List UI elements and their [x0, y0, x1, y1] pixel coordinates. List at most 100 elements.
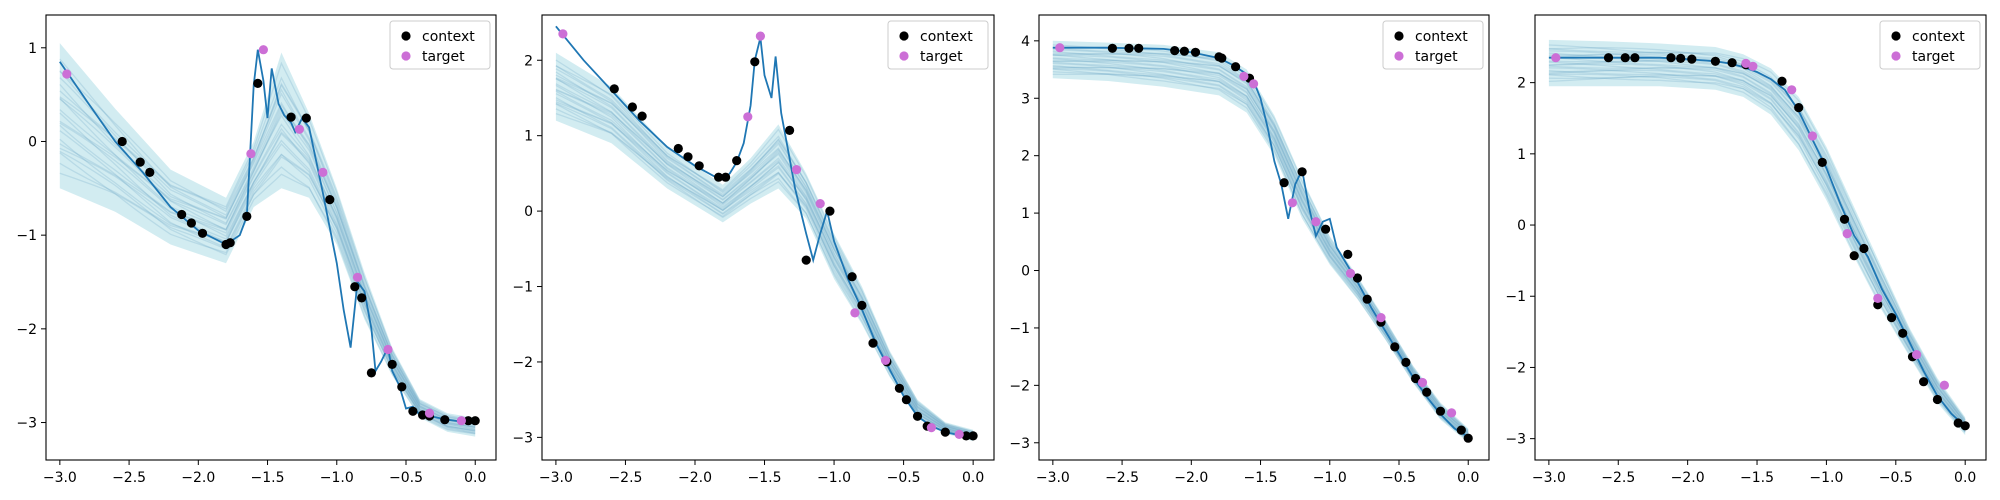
chart-panel-2: −3.0 −2.5 −2.0 −1.5 −1.0 −0.5 0.0 −3 −2 −1 0 1 2 cont…: [512, 14, 995, 486]
sample-curve: [59, 71, 476, 422]
sample-curve: [555, 83, 974, 436]
context-point: [1217, 53, 1227, 63]
context-point: [1170, 46, 1180, 56]
context-point: [366, 368, 376, 378]
context-point: [673, 143, 683, 154]
target-point: [246, 149, 256, 159]
context-point: [1411, 373, 1421, 384]
target-point: [294, 124, 304, 134]
context-point: [1919, 377, 1929, 387]
y-tick-label: −3: [1009, 436, 1030, 452]
sample-curve: [555, 65, 974, 434]
legend-context-label: context: [920, 29, 973, 45]
legend-target-label: target: [1415, 49, 1458, 65]
context-point: [145, 167, 155, 177]
context-point: [1727, 58, 1737, 68]
sample-curve: [1548, 52, 1966, 424]
target-point: [1873, 293, 1883, 303]
sample-curve: [59, 92, 476, 428]
legend-target-marker: [1891, 51, 1901, 61]
context-point: [225, 238, 235, 248]
sample-curve: [555, 108, 974, 440]
context-point: [1179, 46, 1189, 56]
sample-curve: [1548, 53, 1966, 424]
context-point: [1953, 418, 1963, 428]
sample-curve: [1548, 67, 1966, 430]
y-tick-label: 0: [524, 204, 533, 220]
legend-context-marker: [899, 31, 909, 41]
context-point: [1873, 300, 1883, 310]
x-tick-label: 0.0: [1457, 470, 1479, 486]
context-point: [1435, 406, 1446, 416]
context-point: [1817, 157, 1827, 167]
target-point: [1748, 61, 1758, 71]
y-tick-label: −3: [1505, 432, 1526, 448]
sample-curve: [1548, 59, 1966, 426]
y-tick-label: 2: [524, 53, 533, 69]
legend-box: [1382, 20, 1484, 70]
sample-band: [59, 43, 476, 437]
x-tick-label: −3.0: [43, 470, 77, 486]
legend: context target: [1382, 20, 1484, 70]
target-point: [1912, 350, 1922, 360]
y-tick-label: −3: [16, 416, 37, 432]
context-point: [940, 427, 950, 437]
sample-curve: [1548, 63, 1966, 427]
plot-area: [1052, 40, 1473, 443]
legend-target-marker: [1394, 51, 1404, 61]
target-point: [880, 355, 891, 365]
x-tick-label: 0.0: [962, 470, 984, 486]
sample-curve: [1548, 56, 1966, 425]
sample-band: [1548, 39, 1966, 436]
context-point: [135, 157, 145, 167]
sample-curve: [1548, 67, 1966, 429]
sample-curve: [59, 61, 476, 423]
target-point: [1345, 268, 1356, 278]
legend: context target: [1879, 20, 1981, 70]
x-tick-label: −3.0: [539, 470, 573, 486]
context-point: [868, 338, 878, 348]
sample-curve: [1052, 73, 1469, 442]
legend: context target: [887, 20, 989, 70]
y-tick-label: 2: [1517, 76, 1526, 92]
y-tick-label: −1: [512, 280, 533, 296]
target-point: [258, 45, 268, 55]
x-tick-label: −1.0: [320, 470, 354, 486]
truth-line: [1548, 56, 1966, 428]
x-tick-label: 0.0: [464, 470, 486, 486]
target-point: [1311, 217, 1321, 227]
context-point: [1777, 76, 1787, 86]
x-tick-label: −2.5: [112, 470, 146, 486]
sample-curve: [59, 97, 476, 427]
axes-frame: [541, 14, 995, 461]
sample-curve: [555, 74, 974, 434]
y-tick-label: 0: [28, 134, 37, 150]
sample-curve: [1548, 61, 1966, 427]
legend-context-marker: [1394, 31, 1404, 41]
sample-curve: [1548, 60, 1966, 427]
sample-curve: [1548, 74, 1966, 433]
context-point: [732, 156, 742, 166]
sample-curve: [59, 98, 476, 426]
target-point: [1551, 53, 1561, 63]
x-tick-label: −1.5: [251, 470, 285, 486]
context-point: [1343, 249, 1353, 259]
context-point: [968, 431, 978, 441]
context-point: [117, 136, 127, 147]
plot-area: [555, 25, 978, 442]
context-point: [1794, 103, 1804, 113]
sample-curve: [59, 142, 476, 434]
sample-curve: [555, 102, 974, 439]
sample-curve: [1052, 57, 1469, 436]
sample-curve: [1548, 69, 1966, 431]
context-point: [1463, 433, 1473, 443]
context-point: [177, 209, 187, 220]
x-tick-label: −1.5: [1244, 470, 1278, 486]
context-point: [1687, 54, 1697, 64]
y-tick-label: 1: [524, 129, 533, 145]
target-point: [62, 69, 72, 79]
context-point: [1124, 43, 1134, 53]
x-tick-label: −2.5: [1601, 470, 1635, 486]
context-point: [1362, 294, 1372, 304]
context-point: [242, 211, 252, 221]
